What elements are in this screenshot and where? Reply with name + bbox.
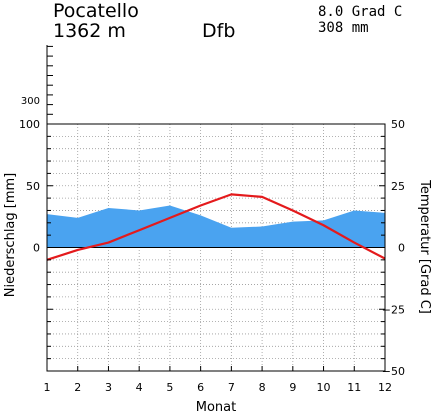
upper-axis-tick-label: 300 bbox=[21, 96, 40, 107]
upper-precip-axis: 300 bbox=[21, 45, 53, 125]
x-tick-label: 6 bbox=[197, 381, 204, 394]
left-tick-label: 0 bbox=[33, 242, 40, 255]
left-tick-label: 100 bbox=[19, 118, 40, 131]
x-tick-label: 3 bbox=[105, 381, 112, 394]
station-name: Pocatello bbox=[53, 0, 139, 22]
annual-mean-temperature: 8.0 Grad C bbox=[318, 4, 403, 20]
x-tick-label: 1 bbox=[44, 381, 51, 394]
x-tick-label: 2 bbox=[74, 381, 81, 394]
x-tick-label: 7 bbox=[228, 381, 235, 394]
station-elevation: 1362 m bbox=[53, 20, 126, 42]
temperature-line bbox=[46, 193, 386, 261]
x-tick-label: 5 bbox=[166, 381, 173, 394]
axis-ticks bbox=[46, 123, 386, 372]
x-tick-label: 4 bbox=[136, 381, 143, 394]
precipitation-fill bbox=[47, 205, 385, 248]
right-tick-label: −25 bbox=[382, 303, 405, 316]
right-tick-label: 50 bbox=[391, 118, 405, 131]
x-tick-label: 10 bbox=[317, 381, 331, 394]
right-axis-title: Temperatur [Grad C] bbox=[417, 179, 432, 314]
left-tick-label: 50 bbox=[26, 180, 40, 193]
right-tick-label: 0 bbox=[398, 242, 405, 255]
annual-total-precipitation: 308 mm bbox=[318, 20, 369, 36]
x-tick-label: 11 bbox=[347, 381, 361, 394]
left-axis-title: Niederschlag [mm] bbox=[3, 173, 18, 298]
precipitation-area bbox=[46, 205, 386, 248]
x-tick-label: 9 bbox=[289, 381, 296, 394]
climate-classification: Dfb bbox=[202, 20, 236, 42]
x-tick-label: 8 bbox=[259, 381, 266, 394]
x-tick-label: 12 bbox=[378, 381, 392, 394]
x-axis-title: Monat bbox=[196, 400, 236, 415]
right-tick-label: 25 bbox=[391, 180, 405, 193]
right-tick-label: −50 bbox=[382, 365, 405, 378]
temperature-polyline bbox=[46, 193, 386, 261]
